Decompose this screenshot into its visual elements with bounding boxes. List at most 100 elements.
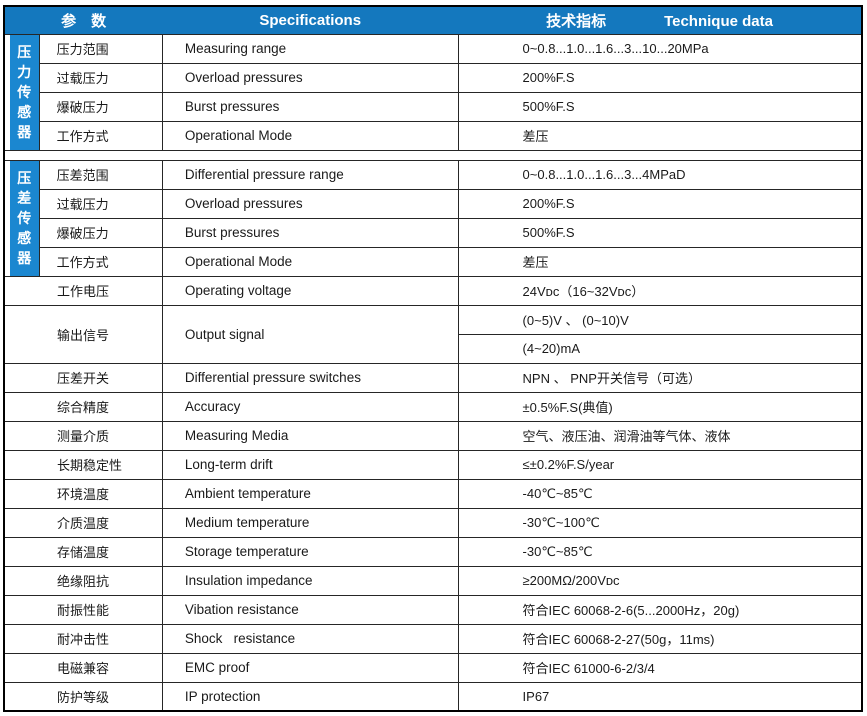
param-value: 200%F.S <box>457 188 863 219</box>
param-name-cn: 耐冲击性 <box>3 623 163 654</box>
param-value: 24Vᴅᴄ（16~32Vᴅᴄ） <box>457 275 863 306</box>
param-name-cn: 综合精度 <box>3 391 163 422</box>
spec-row: 工作方式 Operational Mode 差压 <box>4 246 863 277</box>
spec-row: 长期稳定性 Long-term drift ≤±0.2%F.S/year <box>3 449 863 480</box>
param-name-cn: 绝缘阻抗 <box>3 565 163 596</box>
param-name-cn: 存储温度 <box>3 536 163 567</box>
spec-row: 综合精度 Accuracy ±0.5%F.S(典值) <box>3 391 863 422</box>
param-value: -30℃~85℃ <box>457 536 863 567</box>
param-value: 差压 <box>457 246 863 277</box>
header-tech-en: Technique data <box>664 12 773 30</box>
param-value: 500%F.S <box>457 91 863 122</box>
param-value: 符合IEC 60068-2-6(5...2000Hz，20g) <box>457 594 863 625</box>
param-value: ±0.5%F.S(典值) <box>457 391 863 422</box>
param-value: 200%F.S <box>457 62 863 93</box>
spec-row: 输出信号 Output signal (0~5)V 、 (0~10)V <box>3 304 863 364</box>
sidebar-label-pressure-sensor: 压力传感器 <box>17 44 32 140</box>
param-name-en: Measuring Media <box>161 420 459 451</box>
param-value: 空气、液压油、润滑油等气体、液体 <box>457 420 863 451</box>
param-name-en: Differential pressure switches <box>161 362 459 393</box>
param-name-en: Shock resistance <box>161 623 459 654</box>
spec-row: 过载压力 Overload pressures 200%F.S <box>4 188 863 219</box>
param-name-en: Operational Mode <box>161 246 459 277</box>
param-name-en: Burst pressures <box>161 91 459 122</box>
header-param: 参 数 <box>4 5 163 35</box>
param-value: 500%F.S <box>457 217 863 248</box>
param-name-cn: 工作方式 <box>38 246 163 277</box>
sidebar-label-diff-pressure-sensor: 压差传感器 <box>17 170 32 266</box>
spec-row: 爆破压力 Burst pressures 500%F.S <box>4 91 863 122</box>
param-name-cn: 过载压力 <box>38 62 163 93</box>
param-name-en: Differential pressure range <box>161 159 459 190</box>
sidebar-group-pressure-sensor: 压力传感器 <box>4 33 40 151</box>
spec-row: 电磁兼容 EMC proof 符合IEC 61000-6-2/3/4 <box>3 652 863 683</box>
param-value: (4~20)mA <box>457 333 863 364</box>
param-name-cn: 输出信号 <box>3 304 163 364</box>
spec-row: 压差传感器 压差范围 Differential pressure range 0… <box>4 159 863 277</box>
param-name-en: Output signal <box>161 304 459 364</box>
param-value: 符合IEC 61000-6-2/3/4 <box>457 652 863 683</box>
param-name-cn: 耐振性能 <box>3 594 163 625</box>
spec-row: 过载压力 Overload pressures 200%F.S <box>4 62 863 93</box>
param-value: 差压 <box>457 120 863 151</box>
param-name-cn: 压差范围 <box>38 159 163 190</box>
param-value: 符合IEC 60068-2-27(50g，11ms) <box>457 623 863 654</box>
param-name-cn: 电磁兼容 <box>3 652 163 683</box>
param-name-en: Accuracy <box>161 391 459 422</box>
header-specifications: Specifications <box>162 5 459 35</box>
param-name-en: Ambient temperature <box>161 478 459 509</box>
spec-row: 测量介质 Measuring Media 空气、液压油、润滑油等气体、液体 <box>3 420 863 451</box>
param-name-cn: 工作电压 <box>3 275 163 306</box>
section-separator <box>4 149 862 161</box>
spec-row: 耐冲击性 Shock resistance 符合IEC 60068-2-27(5… <box>3 623 863 654</box>
param-name-en: Burst pressures <box>161 217 459 248</box>
spec-row: 耐振性能 Vibation resistance 符合IEC 60068-2-6… <box>3 594 863 625</box>
spec-row: 压力传感器 压力范围 Measuring range 0~0.8...1.0..… <box>4 33 863 151</box>
param-name-en: Overload pressures <box>161 188 459 219</box>
param-name-en: Overload pressures <box>161 62 459 93</box>
param-name-cn: 过载压力 <box>38 188 163 219</box>
param-value: -40℃~85℃ <box>457 478 863 509</box>
spec-row: 介质温度 Medium temperature -30℃~100℃ <box>3 507 863 538</box>
spec-row: 防护等级 IP protection IP67 <box>3 681 863 712</box>
param-name-cn: 爆破压力 <box>38 217 163 248</box>
param-name-cn: 防护等级 <box>3 681 163 712</box>
spec-row: 工作电压 Operating voltage 24Vᴅᴄ（16~32Vᴅᴄ） <box>3 275 863 306</box>
param-name-en: Operational Mode <box>161 120 459 151</box>
sidebar-label-block: 压力传感器 <box>10 35 39 149</box>
param-name-en: EMC proof <box>161 652 459 683</box>
param-name-en: Insulation impedance <box>161 565 459 596</box>
separator-cell <box>4 149 862 161</box>
param-name-en: Operating voltage <box>161 275 459 306</box>
param-value: IP67 <box>457 681 863 712</box>
spec-row: 环境温度 Ambient temperature -40℃~85℃ <box>3 478 863 509</box>
param-name-cn: 工作方式 <box>38 120 163 151</box>
param-name-cn: 长期稳定性 <box>3 449 163 480</box>
param-name-en: Storage temperature <box>161 536 459 567</box>
param-name-en: Measuring range <box>161 33 459 64</box>
param-name-cn: 爆破压力 <box>38 91 163 122</box>
header-technique-data: 技术指标 Technique data <box>458 5 862 35</box>
param-name-cn: 环境温度 <box>3 478 163 509</box>
spec-row: 压差开关 Differential pressure switches NPN … <box>3 362 863 393</box>
param-name-en: Long-term drift <box>161 449 459 480</box>
spec-table: 参 数 Specifications 技术指标 Technique data 压力… <box>3 5 863 712</box>
param-value: 0~0.8...1.0...1.6...3...10...20MPa <box>457 33 863 64</box>
header-tech-cn: 技术指标 <box>546 12 607 30</box>
param-name-cn: 压力范围 <box>38 33 163 64</box>
param-value: -30℃~100℃ <box>457 507 863 538</box>
spec-row: 绝缘阻抗 Insulation impedance ≥200MΩ/200Vᴅᴄ <box>3 565 863 596</box>
param-name-en: Medium temperature <box>161 507 459 538</box>
param-value: NPN 、 PNP开关信号（可选） <box>457 362 863 393</box>
param-name-en: Vibation resistance <box>161 594 459 625</box>
spec-row: 工作方式 Operational Mode 差压 <box>4 120 863 151</box>
sidebar-label-block: 压差传感器 <box>10 161 39 275</box>
spec-row: (4~20)mA <box>4 333 863 364</box>
param-name-cn: 测量介质 <box>3 420 163 451</box>
param-name-cn: 介质温度 <box>3 507 163 538</box>
sidebar-group-diff-pressure-sensor: 压差传感器 <box>4 159 40 277</box>
param-value: ≥200MΩ/200Vᴅᴄ <box>457 565 863 596</box>
param-name-en: IP protection <box>161 681 459 712</box>
param-value: 0~0.8...1.0...1.6...3...4MPaD <box>457 159 863 190</box>
param-name-cn: 压差开关 <box>3 362 163 393</box>
